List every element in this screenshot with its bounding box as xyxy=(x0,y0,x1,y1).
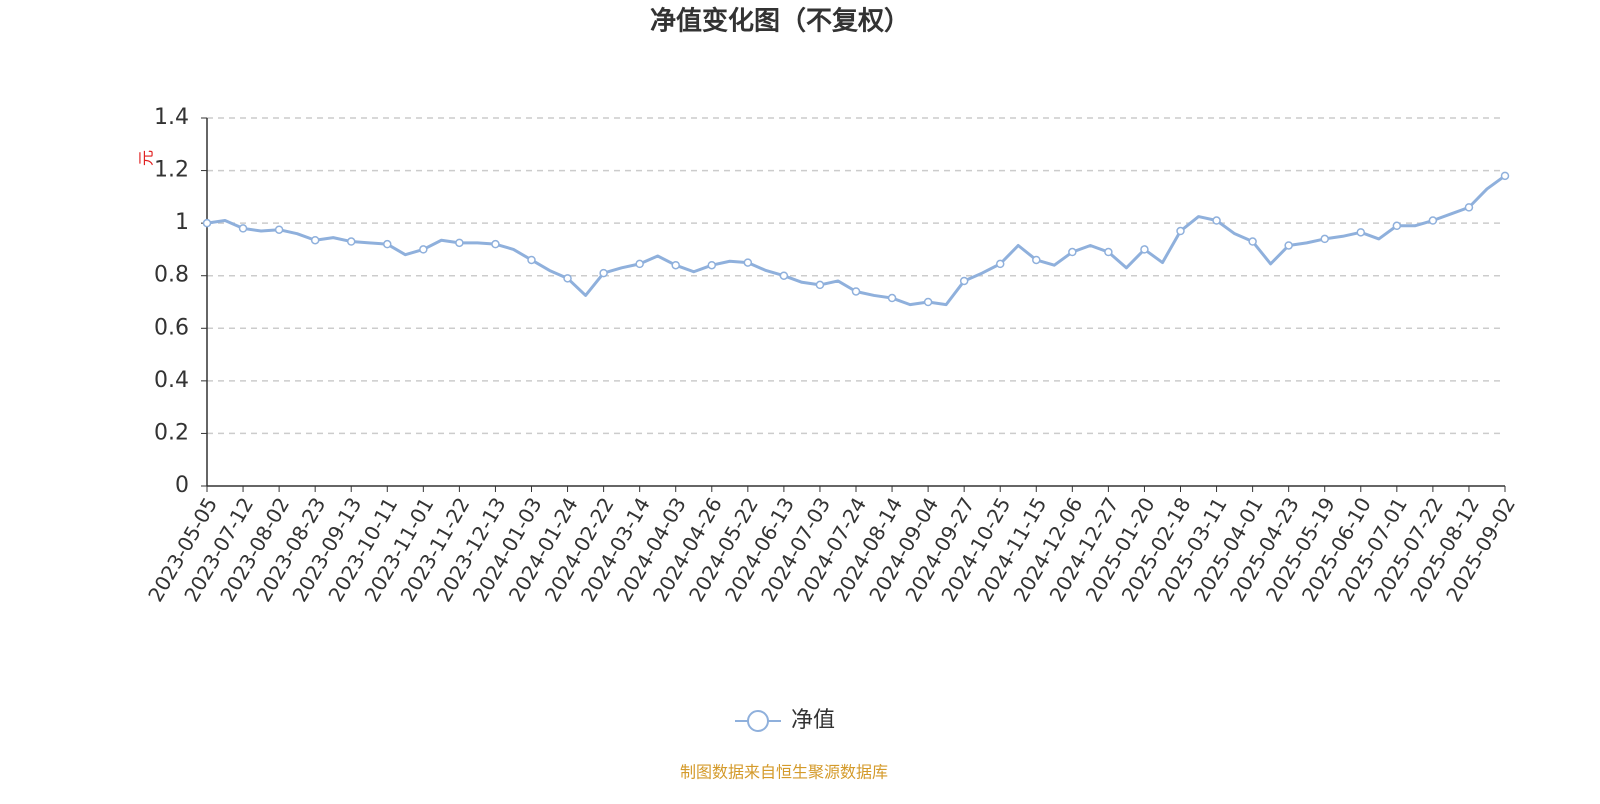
series-point xyxy=(238,224,248,233)
series-point xyxy=(274,225,284,234)
series-point xyxy=(310,235,320,245)
series-point xyxy=(995,259,1005,269)
y-tick-label: 0 xyxy=(175,473,189,498)
series-point xyxy=(887,293,897,303)
series-point xyxy=(1356,228,1366,237)
series-point xyxy=(851,287,861,296)
series-point xyxy=(923,297,933,307)
series-point xyxy=(599,268,608,278)
series-point xyxy=(1032,255,1041,265)
series-point xyxy=(779,271,789,280)
series-point xyxy=(1104,247,1113,257)
y-tick-label: 0.8 xyxy=(154,263,189,288)
y-tick-label: 0.4 xyxy=(154,368,189,393)
series-point xyxy=(491,239,500,249)
series-point xyxy=(383,239,392,249)
series-point xyxy=(202,218,212,228)
y-tick-label: 0.6 xyxy=(154,315,189,340)
series-point xyxy=(1500,171,1510,181)
series-point xyxy=(707,260,717,270)
series-point xyxy=(743,258,753,267)
series-point xyxy=(1392,221,1402,231)
y-tick-label: 0.2 xyxy=(154,420,189,445)
y-axis-label: 元 xyxy=(137,150,156,166)
series-point xyxy=(1212,216,1221,225)
series-point xyxy=(563,274,572,283)
series-point xyxy=(1140,245,1149,254)
footnote: 制图数据来自恒生聚源数据库 xyxy=(680,763,888,782)
y-tick-label: 1.4 xyxy=(154,105,189,130)
series-point xyxy=(815,280,825,290)
series-point xyxy=(346,237,356,246)
series-line xyxy=(206,174,1506,307)
series-point xyxy=(635,259,644,269)
legend-label: 净值 xyxy=(791,708,835,733)
y-tick-label: 1 xyxy=(175,210,189,235)
series-point xyxy=(1320,234,1329,244)
chart-title: 净值变化图（不复权） xyxy=(650,6,910,37)
legend-marker xyxy=(747,710,769,732)
series-point xyxy=(527,255,536,265)
series-point xyxy=(455,238,464,248)
series-point xyxy=(1248,237,1257,246)
series-point xyxy=(1176,226,1185,236)
y-tick-label: 1.2 xyxy=(154,158,189,183)
series-point xyxy=(419,245,428,254)
series-point xyxy=(671,260,680,270)
series-point xyxy=(1284,241,1293,250)
series-point xyxy=(959,276,969,286)
series-point xyxy=(1428,216,1438,225)
series-point xyxy=(1464,203,1474,212)
series-point xyxy=(1068,247,1077,257)
